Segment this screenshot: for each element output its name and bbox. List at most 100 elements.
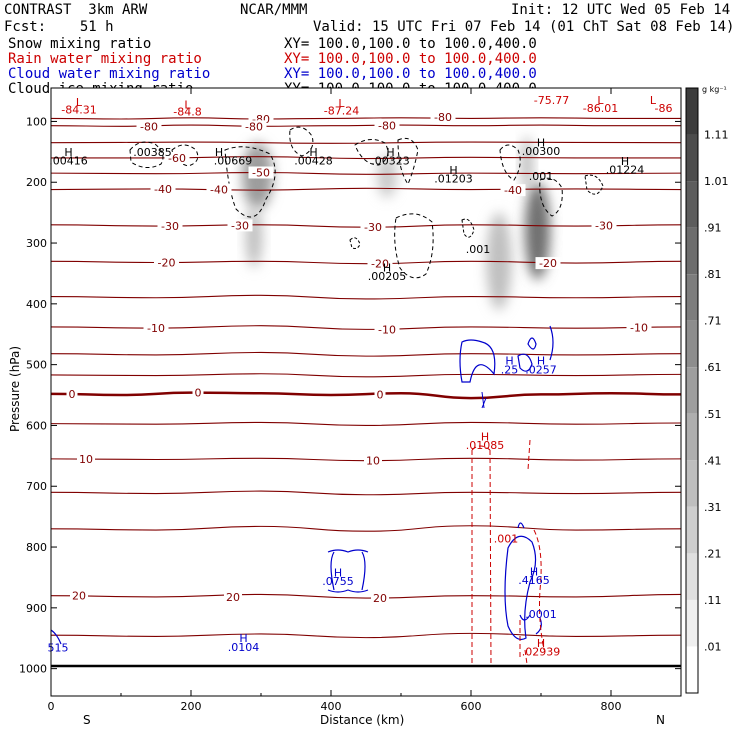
- center-name: NCAR/MMM: [240, 2, 308, 18]
- contour-label-gap: [535, 257, 561, 270]
- extremum-label: H: [334, 567, 342, 580]
- colorbar-label: .21: [704, 547, 722, 560]
- cloud-ice-contour: [171, 144, 199, 167]
- field-name-snow: Snow mixing ratio: [8, 36, 152, 52]
- extremum-label: -86.01: [583, 102, 618, 115]
- rain-water-contour: [489, 449, 492, 667]
- field-xy-cloudwater: XY= 100.0,100.0 to 100.0,400.0: [284, 66, 537, 82]
- init-time: Init: 12 UTC Wed 05 Feb 14: [511, 2, 731, 18]
- x-tick-label: 400: [321, 700, 342, 713]
- colorbar-label: .31: [704, 501, 722, 514]
- contour-label-gap: [248, 166, 274, 179]
- temperature-contour: [51, 632, 681, 639]
- contour-label-gap: [371, 592, 389, 605]
- temperature-contour-label: -50: [252, 167, 270, 180]
- x-tick-label: 600: [461, 700, 482, 713]
- extremum-label: L: [650, 94, 657, 107]
- extremum-label: .00669: [214, 154, 253, 167]
- colorbar-label: .41: [704, 454, 722, 467]
- model-title: CONTRAST 3km ARW: [4, 2, 148, 18]
- snow-shading: [521, 136, 533, 192]
- field-xy-rain: XY= 100.0,100.0 to 100.0,400.0: [284, 51, 537, 67]
- colorbar-frame: [685, 87, 699, 694]
- extremum-label: L: [76, 96, 83, 109]
- extremum-label: L: [184, 98, 191, 111]
- colorbar-label: .91: [704, 222, 722, 235]
- temperature-contour-label: -10: [630, 322, 648, 335]
- temperature-contour-label: -80: [378, 120, 396, 133]
- temperature-contour-label: -80: [245, 120, 263, 133]
- y-tick-label: 400: [26, 298, 47, 311]
- extremum-label: -86: [655, 102, 673, 115]
- y-tick-label: 300: [26, 237, 47, 250]
- y-tick-label: 100: [26, 115, 47, 128]
- y-tick-label: 200: [26, 176, 47, 189]
- extremum-label: H: [386, 146, 394, 159]
- temperature-contour: [51, 391, 681, 400]
- contour-label-gap: [367, 257, 393, 270]
- contour-label-gap: [206, 183, 232, 196]
- contour-label-gap: [150, 182, 176, 195]
- field-xy-snow: XY= 100.0,100.0 to 100.0,400.0: [284, 36, 537, 52]
- extremum-label: .4165: [518, 574, 550, 587]
- cloud-water-contour: [327, 549, 369, 593]
- contour-label-gap: [591, 219, 617, 232]
- temperature-contour-label: -30: [595, 219, 613, 232]
- extremum-label: .0755: [322, 575, 354, 588]
- extremum-label: .01224: [606, 163, 645, 176]
- colorbar-label: .01: [704, 640, 722, 653]
- colorbar-unit: g kg⁻¹: [702, 85, 727, 94]
- temperature-contour-label: -20: [371, 258, 389, 271]
- contour-label-gap: [164, 151, 190, 164]
- extremum-label: .001: [529, 170, 554, 183]
- colorbar-swatch: [686, 413, 698, 461]
- contour-label-gap: [374, 388, 386, 401]
- field-name-cloudwater: Cloud water mixing ratio: [8, 66, 211, 82]
- cloud-ice-contour: [461, 218, 475, 238]
- x-end-label-south: S: [83, 713, 91, 727]
- extremum-label: .00428: [294, 154, 333, 167]
- extremum-label: H: [621, 155, 629, 168]
- x-axis-title: Distance (km): [320, 713, 405, 727]
- cloud-ice-contour: [394, 213, 434, 279]
- temperature-contour-label: -80: [434, 111, 452, 124]
- colorbar-swatch: [686, 599, 698, 647]
- contour-label-gap: [143, 322, 169, 335]
- rain-water-contour: [519, 620, 528, 665]
- forecast-hour: Fcst: 51 h: [4, 19, 114, 35]
- temperature-contour: [51, 490, 681, 496]
- y-tick-label: 700: [26, 480, 47, 493]
- cloud-water-contour: [51, 629, 62, 645]
- y-tick-label: 900: [26, 602, 47, 615]
- cloud-ice-contour: [349, 237, 361, 249]
- temperature-contour-label: -60: [168, 152, 186, 165]
- x-tick-label: 0: [48, 700, 55, 713]
- cloud-water-contour: [481, 391, 487, 409]
- temperature-contour-label: -10: [378, 323, 396, 336]
- y-tick-label: 1000: [19, 663, 47, 676]
- contour-label-gap: [374, 323, 400, 336]
- cloud-ice-contour: [539, 177, 563, 217]
- temperature-contour: [51, 117, 681, 120]
- extremum-label: L: [338, 97, 345, 110]
- extremum-label: .01085: [466, 439, 505, 452]
- contour-label-gap: [192, 386, 204, 399]
- extremum-label: .01203: [434, 173, 473, 186]
- rain-water-contour: [471, 445, 491, 451]
- extremum-label: H: [239, 632, 247, 645]
- extremum-label: H: [537, 354, 545, 367]
- colorbar-swatch: [686, 181, 698, 228]
- y-axis-title: Pressure (hPa): [8, 345, 22, 433]
- extremum-label: -84.31: [61, 103, 96, 116]
- colorbar-swatch: [686, 274, 698, 321]
- colorbar-label: .71: [704, 315, 722, 328]
- extremum-label: H: [215, 146, 223, 159]
- temperature-contour-label: 10: [79, 453, 93, 466]
- contour-label-gap: [241, 120, 267, 133]
- colorbar-label: 1.11: [704, 129, 729, 142]
- temperature-contour-label: 20: [373, 592, 387, 605]
- snow-shading: [377, 154, 397, 198]
- temperature-contour-label: -80: [140, 120, 158, 133]
- extremum-label: H: [383, 261, 391, 274]
- temperature-contour-label: 20: [226, 591, 240, 604]
